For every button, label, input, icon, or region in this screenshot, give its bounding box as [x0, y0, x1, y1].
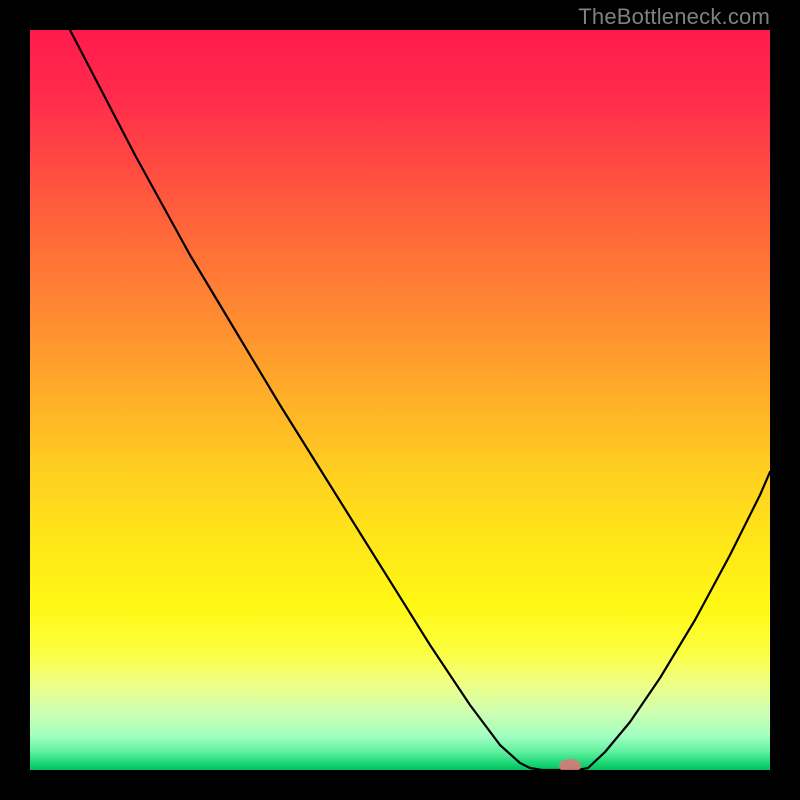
plot-area: [30, 30, 770, 770]
bottleneck-chart-svg: [30, 30, 770, 770]
chart-frame: TheBottleneck.com: [0, 0, 800, 800]
gradient-background: [30, 30, 770, 770]
watermark-text: TheBottleneck.com: [578, 4, 770, 30]
